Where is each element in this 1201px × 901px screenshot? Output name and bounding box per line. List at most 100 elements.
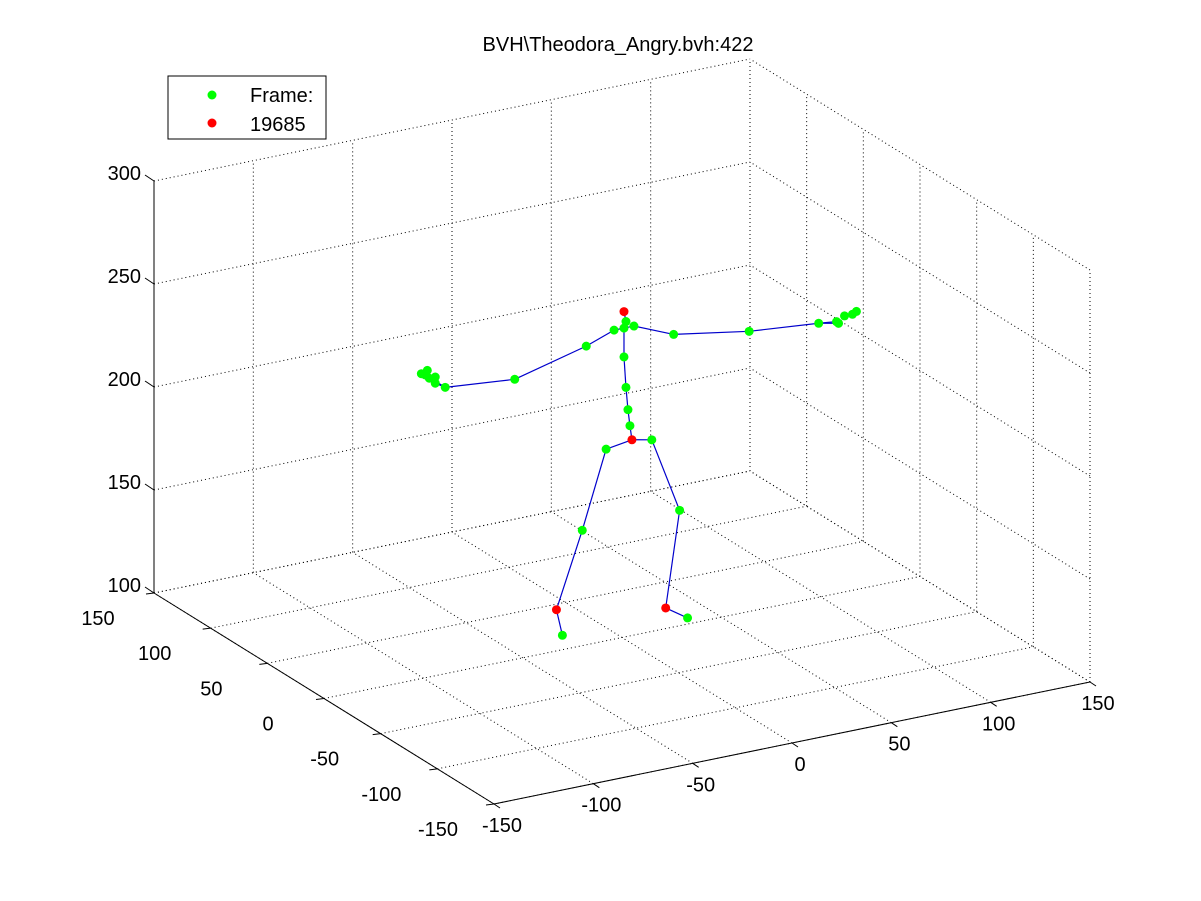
x-tick-label: 150 xyxy=(1081,693,1114,715)
floor-gridline xyxy=(650,490,991,703)
joint-r_knee xyxy=(675,505,685,515)
joint-r_toe xyxy=(683,613,693,623)
joint-l_hip xyxy=(601,444,611,454)
back-wall-gridline xyxy=(153,264,751,388)
x-tick-label: -150 xyxy=(482,815,522,837)
bone-l_elbow-l_wrist xyxy=(445,378,515,388)
z-tick xyxy=(144,380,155,388)
skeleton-bones xyxy=(421,311,839,636)
legend-box xyxy=(167,75,327,140)
bone-spine3-chest xyxy=(623,356,627,388)
joint-l_elbow xyxy=(510,374,520,384)
x-tick xyxy=(891,722,898,728)
joint-r_hand5 xyxy=(834,318,844,328)
z-tick xyxy=(144,483,155,491)
legend-label-frame-number: 19685 xyxy=(250,114,306,136)
joint-r_ankle xyxy=(661,603,671,613)
joint-l_collar xyxy=(609,325,619,335)
y-tick-label: 150 xyxy=(81,608,114,630)
bone-r_collar-r_shoulder xyxy=(633,325,674,335)
y-tick xyxy=(372,733,381,736)
x-tick xyxy=(593,783,600,789)
bone-l_hip-l_knee xyxy=(581,449,607,531)
x-tick xyxy=(493,803,501,809)
x-tick xyxy=(990,701,997,707)
joint-r_hand4 xyxy=(851,306,861,316)
joint-l_shoulder xyxy=(581,341,591,351)
z-tick-label: 200 xyxy=(108,369,141,391)
legend-label-frame: Frame: xyxy=(250,85,313,107)
bone-l_knee-l_ankle xyxy=(555,530,583,610)
x-tick-label: 50 xyxy=(888,734,910,756)
side-wall-gridline xyxy=(749,161,1091,374)
joint-spine3 xyxy=(621,382,631,392)
joint-l_wrist xyxy=(440,382,450,392)
bone-r_shoulder-r_elbow xyxy=(673,330,750,336)
x-tick-label: 0 xyxy=(794,754,805,776)
y-tick-label: 100 xyxy=(138,643,171,665)
y-tick-label: -100 xyxy=(361,784,401,806)
y-tick xyxy=(145,592,155,595)
z-tick xyxy=(144,586,155,594)
z-tick-label: 150 xyxy=(108,472,141,494)
joint-head xyxy=(619,307,629,317)
joint-spine2 xyxy=(623,405,633,415)
bone-l_shoulder-l_elbow xyxy=(514,345,587,380)
y-tick xyxy=(315,698,325,700)
x-tick xyxy=(791,742,799,748)
z-tick xyxy=(144,174,155,182)
joint-l_hand5 xyxy=(422,365,432,375)
bone-hips-l_hip xyxy=(605,439,633,450)
x-tick xyxy=(1089,681,1097,687)
joint-r_shoulder xyxy=(669,329,679,339)
legend-marker-frame-number xyxy=(207,118,217,128)
floor-gridline xyxy=(380,611,977,735)
floor-gridline xyxy=(352,551,693,764)
side-wall-gridline xyxy=(749,264,1091,477)
joint-chest xyxy=(619,352,629,362)
z-tick-label: 250 xyxy=(108,266,141,288)
floor-gridline xyxy=(267,540,864,664)
side-wall-gridline xyxy=(749,470,1091,683)
joint-r_wrist xyxy=(814,318,824,328)
y-tick-label: -150 xyxy=(418,819,458,841)
y-tick-label: 50 xyxy=(200,678,222,700)
x-tick-label: 100 xyxy=(982,713,1015,735)
legend-marker-frame xyxy=(207,90,217,100)
floor-gridline xyxy=(437,646,1034,770)
joint-spine1 xyxy=(625,421,635,431)
y-tick xyxy=(259,662,268,665)
side-wall-gridline xyxy=(749,367,1091,580)
back-wall-gridline xyxy=(153,367,751,491)
legend: Frame: 19685 xyxy=(167,75,327,140)
axes: -150 -100 -50 0 50 100 150 -150 -100 -50 0 50 100 150… xyxy=(81,163,1114,841)
joint-l_hand1 xyxy=(430,378,440,388)
joint-l_toe xyxy=(557,630,567,640)
bone-r_elbow-r_wrist xyxy=(749,322,819,332)
y-tick-label: 0 xyxy=(262,714,273,736)
side-wall-gridline xyxy=(749,58,1091,271)
chart-title: BVH\Theodora_Angry.bvh:422 xyxy=(483,34,754,56)
joint-r_collar xyxy=(629,321,639,331)
joint-r_hip xyxy=(647,435,657,445)
x-tick xyxy=(692,762,699,768)
joint-neck2 xyxy=(621,317,631,327)
y-tick-label: -50 xyxy=(310,749,339,771)
joint-r_hand2 xyxy=(840,311,850,321)
bone-r_hip-r_knee xyxy=(651,439,681,511)
z-tick xyxy=(144,277,155,285)
joint-l_knee xyxy=(577,525,587,535)
joint-hips xyxy=(627,435,637,445)
skeleton-joints xyxy=(416,306,861,640)
bone-l_collar-l_shoulder xyxy=(585,329,615,347)
y-tick xyxy=(429,768,438,771)
floor-gridline xyxy=(210,505,807,629)
joint-l_ankle xyxy=(551,605,561,615)
x-tick-label: -50 xyxy=(686,774,715,796)
back-wall-gridline xyxy=(153,470,751,594)
bone-r_knee-r_ankle xyxy=(665,510,681,609)
back-wall-gridline xyxy=(153,161,751,285)
floor-gridline xyxy=(253,572,594,785)
back-wall-gridline xyxy=(153,58,751,182)
